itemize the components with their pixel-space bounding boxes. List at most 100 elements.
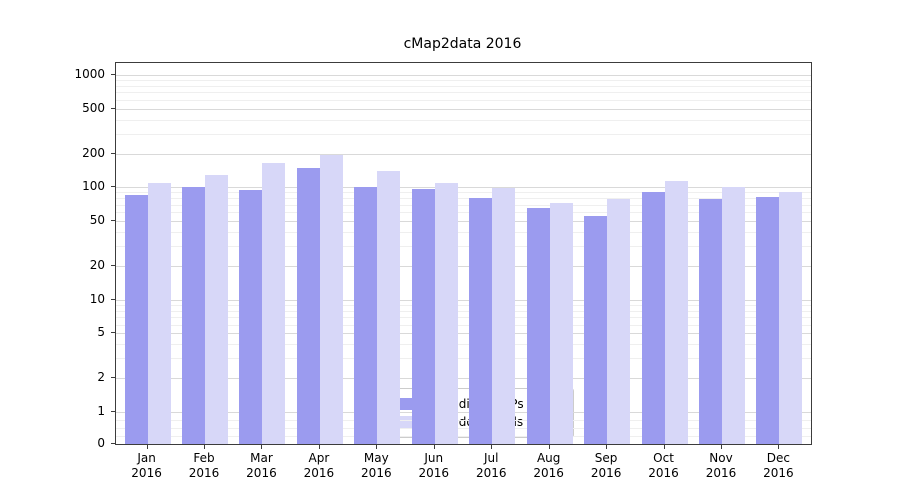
bar-nb-of-downloads-apr [319, 154, 343, 444]
x-tick-mark [778, 445, 780, 449]
x-tick-mark [433, 445, 435, 449]
gridline-minor [116, 232, 811, 234]
bar-nb-of-downloads-may [377, 170, 401, 444]
bar-nb-of-downloads-jan [147, 182, 171, 444]
y-tick-label: 0 [97, 436, 105, 450]
y-tick-mark [111, 186, 115, 188]
bar-nb-of-distinct-ips-dec [756, 197, 780, 444]
y-tick-mark [111, 411, 115, 412]
bar-nb-of-distinct-ips-jul [469, 198, 493, 444]
x-tick-label: May 2016 [361, 451, 392, 480]
gridline-major [116, 299, 811, 301]
y-tick-mark [111, 107, 115, 109]
gridline-minor [116, 198, 811, 200]
bar-nb-of-distinct-ips-sep [584, 216, 608, 444]
gridline-minor [116, 310, 811, 312]
gridline-minor [116, 246, 811, 248]
x-tick-mark [663, 445, 665, 449]
x-tick-mark [261, 445, 263, 449]
x-tick-label: Oct 2016 [648, 451, 679, 480]
gridline-major [116, 333, 811, 335]
bar-nb-of-distinct-ips-may [354, 187, 378, 444]
gridline-major [116, 221, 811, 223]
y-tick-mark [111, 298, 115, 300]
x-tick-label: Mar 2016 [246, 451, 277, 480]
y-tick-label: 50 [89, 213, 105, 228]
y-tick-mark [111, 332, 115, 334]
bar-nb-of-downloads-sep [607, 199, 631, 444]
x-tick-mark [720, 445, 722, 449]
gridline-minor [116, 428, 811, 429]
bar-nb-of-distinct-ips-aug [526, 208, 550, 444]
bar-nb-of-distinct-ips-oct [641, 192, 665, 444]
bar-nb-of-distinct-ips-jan [124, 195, 148, 444]
x-tick-label: Dec 2016 [763, 451, 794, 480]
gridline-minor [116, 133, 811, 135]
y-tick-mark [111, 74, 115, 75]
gridline-major [116, 153, 811, 155]
gridline-minor [116, 192, 811, 194]
x-tick-label: Nov 2016 [705, 451, 737, 480]
gridline-minor [116, 85, 811, 87]
gridline-minor [116, 324, 811, 326]
gridline-major [116, 412, 811, 413]
x-tick-label: Feb 2016 [188, 451, 220, 480]
gridline-major [116, 265, 811, 267]
plot-area: Nb of distinct IPs Nb of downloads [115, 62, 812, 445]
gridline-major [116, 108, 811, 110]
gridline-minor [116, 358, 811, 360]
gridline-minor [116, 119, 811, 121]
y-tick-label: 1000 [74, 67, 105, 81]
bar-nb-of-downloads-nov [721, 187, 745, 444]
gridline-minor [116, 344, 811, 346]
x-tick-mark [204, 445, 206, 449]
x-tick-label: Jan 2016 [131, 451, 162, 480]
gridline-major [116, 187, 811, 189]
x-tick-label: Apr 2016 [303, 451, 335, 480]
bar-nb-of-downloads-oct [664, 180, 688, 444]
bar-nb-of-downloads-dec [779, 192, 803, 444]
bar-nb-of-distinct-ips-apr [296, 167, 320, 444]
x-tick-mark [606, 445, 608, 449]
bar-nb-of-downloads-jul [492, 188, 516, 444]
bar-nb-of-distinct-ips-jun [411, 188, 435, 444]
y-tick-label: 500 [82, 100, 105, 115]
y-tick-label: 100 [82, 179, 105, 194]
y-tick-label: 1 [97, 404, 105, 418]
gridline-minor [116, 80, 811, 82]
x-tick-label: Sep 2016 [590, 451, 622, 480]
bar-nb-of-downloads-mar [262, 162, 286, 444]
x-tick-label: Jun 2016 [418, 451, 450, 480]
x-tick-mark [548, 445, 550, 449]
x-tick-label: Jul 2016 [475, 451, 507, 480]
y-tick-label: 2 [97, 370, 105, 385]
bar-nb-of-downloads-aug [549, 203, 573, 444]
gridline-major [116, 75, 811, 76]
x-tick-mark [146, 445, 148, 449]
bar-nb-of-distinct-ips-mar [239, 189, 263, 444]
y-tick-mark [111, 264, 115, 266]
gridline-minor [116, 436, 811, 437]
y-tick-mark [111, 377, 115, 379]
gridline-minor [116, 92, 811, 94]
gridline-minor [116, 204, 811, 206]
y-tick-mark [111, 220, 115, 222]
y-tick-label: 10 [89, 291, 105, 306]
gridline-minor [116, 420, 811, 421]
y-tick-mark [111, 152, 115, 154]
gridline-major [116, 378, 811, 380]
bar-nb-of-downloads-feb [205, 174, 229, 444]
bar-nb-of-distinct-ips-nov [698, 199, 722, 444]
gridline-minor [116, 99, 811, 101]
x-tick-mark [318, 445, 320, 449]
gridline-minor [116, 304, 811, 306]
y-tick-mark [111, 443, 115, 444]
y-tick-label: 20 [89, 257, 105, 272]
gridline-minor [116, 317, 811, 319]
x-tick-label: Aug 2016 [533, 451, 564, 480]
x-tick-mark [376, 445, 378, 449]
gridline-minor [116, 212, 811, 214]
chart-title: cMap2data 2016 [403, 36, 522, 52]
y-tick-label: 200 [82, 145, 105, 160]
